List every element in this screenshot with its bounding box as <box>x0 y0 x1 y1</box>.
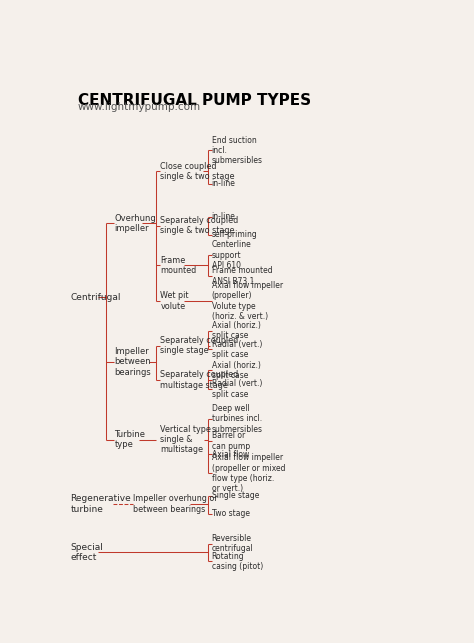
Text: Axial flow impeller
(propeller or mixed
flow type (horiz.
or vert.): Axial flow impeller (propeller or mixed … <box>212 453 285 493</box>
Text: Two stage: Two stage <box>212 509 250 518</box>
Text: Separately coupled
multistage stage: Separately coupled multistage stage <box>160 370 238 390</box>
Text: Single stage: Single stage <box>212 491 259 500</box>
Text: Radial (vert.)
split case: Radial (vert.) split case <box>212 340 262 359</box>
Text: Centerline
support
API 610: Centerline support API 610 <box>212 240 251 270</box>
Text: Deep well
turbines incl.
submersibles: Deep well turbines incl. submersibles <box>212 404 263 433</box>
Text: Axial flow: Axial flow <box>212 450 249 459</box>
Text: Rotating
casing (pitot): Rotating casing (pitot) <box>212 552 263 571</box>
Text: www.lightmypump.com: www.lightmypump.com <box>78 102 201 112</box>
Text: Separately coupled
single stage: Separately coupled single stage <box>160 336 238 355</box>
Text: Special
effect: Special effect <box>70 543 103 562</box>
Text: Reversible
centrifugal: Reversible centrifugal <box>212 534 254 553</box>
Text: Separately coupled
single & two stage: Separately coupled single & two stage <box>160 216 238 235</box>
Text: Radial (vert.)
split case: Radial (vert.) split case <box>212 379 262 399</box>
Text: Frame mounted
ANSI B73.1: Frame mounted ANSI B73.1 <box>212 266 273 286</box>
Text: Close coupled
single & two stage: Close coupled single & two stage <box>160 161 235 181</box>
Text: Turbine
type: Turbine type <box>114 430 146 449</box>
Text: Frame
mounted: Frame mounted <box>160 256 197 275</box>
Text: in-line: in-line <box>212 179 236 188</box>
Text: CENTRIFUGAL PUMP TYPES: CENTRIFUGAL PUMP TYPES <box>78 93 311 108</box>
Text: Axial (horiz.)
split case: Axial (horiz.) split case <box>212 321 261 340</box>
Text: Impeller
between
bearings: Impeller between bearings <box>114 347 151 377</box>
Text: End suction
incl.
submersibles: End suction incl. submersibles <box>212 136 263 165</box>
Text: Vertical type
single &
multistage: Vertical type single & multistage <box>160 424 211 455</box>
Text: Impeller overhung or
between bearings: Impeller overhung or between bearings <box>133 494 218 514</box>
Text: Axial flow impeller
(propeller)
Volute type
(horiz. & vert.): Axial flow impeller (propeller) Volute t… <box>212 281 283 321</box>
Text: in-line: in-line <box>212 212 236 221</box>
Text: Regenerative
turbine: Regenerative turbine <box>70 494 131 514</box>
Text: Axial (horiz.)
split case: Axial (horiz.) split case <box>212 361 261 380</box>
Text: Wet pit
volute: Wet pit volute <box>160 291 189 311</box>
Text: Centrifugal: Centrifugal <box>70 293 121 302</box>
Text: Overhung
impeller: Overhung impeller <box>114 213 156 233</box>
Text: self-priming: self-priming <box>212 230 257 239</box>
Text: Barrel or
can pump: Barrel or can pump <box>212 431 250 451</box>
